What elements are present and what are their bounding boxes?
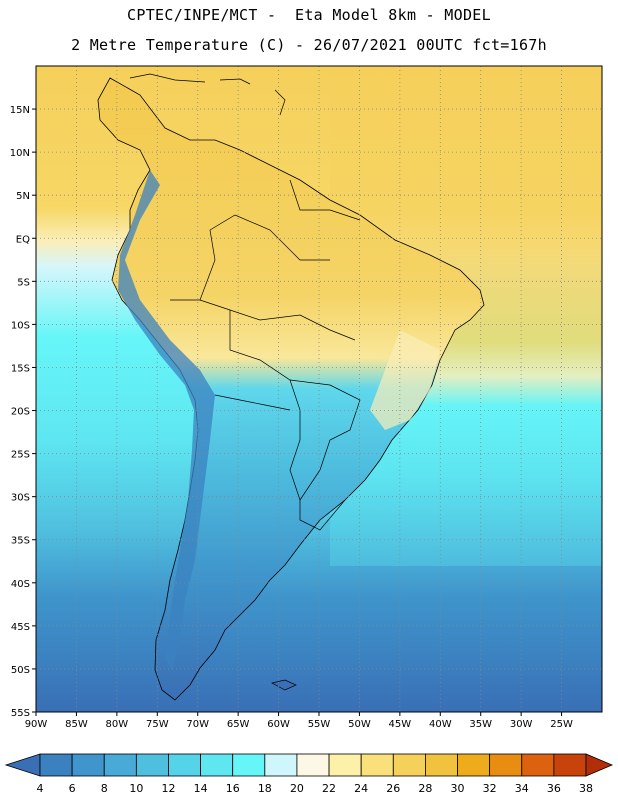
colorbar-label: 16 [226,782,240,795]
lat-tick-label: 15S [11,363,30,374]
colorbar-bin [39,753,73,777]
colorbar-bin [425,753,458,777]
colorbar-bin [392,753,426,777]
colorbar-label: 18 [258,782,272,795]
caribbean-islands [129,73,286,116]
colorbar-label: 22 [322,782,336,795]
colorbar-min-arrow [4,753,41,777]
colorbar-bin [71,753,105,777]
colorbar-label: 32 [483,782,497,795]
lat-tick-label: 35S [11,536,30,547]
colorbar-bin [489,753,523,777]
lat-tick-label: 45S [11,622,30,633]
colorbar: 4 6 8 10 12 14 16 18 20 22 24 26 28 30 32 34 36 38 [4,753,614,795]
colorbar-bin [296,753,330,777]
lat-tick-label: 15N [10,105,30,116]
lon-tick-label: 50W [348,719,371,730]
lat-tick-label: 5S [17,277,30,288]
lon-tick-label: 35W [469,719,492,730]
colorbar-label: 28 [418,782,432,795]
colorbar-bin [264,753,298,777]
lon-tick-label: 75W [146,719,169,730]
longitude-axis: 90W 85W 80W 75W 70W 65W 60W 55W 50W 45W 40W 35W 30W 2… [25,712,573,730]
colorbar-label: 26 [386,782,400,795]
colorbar-bin [553,753,587,777]
lat-tick-label: 20S [11,407,30,418]
lon-tick-label: 55W [308,719,331,730]
lat-tick-label: 5N [16,191,30,202]
lat-tick-label: 40S [11,579,30,590]
lon-tick-label: 45W [389,719,412,730]
lat-tick-label: 10S [11,320,30,331]
lon-tick-label: 90W [25,719,48,730]
colorbar-max-arrow [585,753,614,777]
colorbar-label: 8 [101,782,108,795]
lat-tick-label: 30S [11,493,30,504]
lat-tick-label: 10N [10,148,30,159]
lon-tick-label: 80W [106,719,129,730]
colorbar-label: 38 [579,782,593,795]
latitude-axis: 15N 10N 5N EQ 5S 10S 15S 20S 25S 30S 35S 40S 45S 50S 5… [10,105,36,719]
chart-title-line2: 2 Metre Temperature (C) - 26/07/2021 00U… [71,36,547,54]
country-borders [170,179,361,531]
lon-tick-label: 30W [510,719,533,730]
colorbar-label: 30 [451,782,465,795]
lon-tick-label: 25W [550,719,573,730]
colorbar-label: 10 [129,782,143,795]
andes-cold-band [118,170,215,670]
colorbar-bin [457,753,491,777]
chart-title-line1: CPTEC/INPE/MCT - Eta Model 8km - MODEL [127,6,491,24]
colorbar-bin [103,753,137,777]
lon-tick-label: 60W [267,719,290,730]
highlands-cool-patch [370,330,440,430]
falkland-islands [271,679,297,691]
colorbar-label: 4 [37,782,44,795]
colorbar-label: 20 [290,782,304,795]
lat-tick-label: 50S [11,665,30,676]
colorbar-label: 24 [354,782,368,795]
colorbar-bin [200,753,234,777]
colorbar-label: 36 [547,782,561,795]
colorbar-bin [521,753,555,777]
colorbar-bin [360,753,394,777]
lat-tick-label: EQ [16,234,30,245]
lon-tick-label: 70W [186,719,209,730]
lon-tick-label: 40W [429,719,452,730]
lat-tick-label: 55S [11,708,30,719]
lon-tick-label: 85W [65,719,88,730]
colorbar-bin [328,753,362,777]
colorbar-label: 12 [161,782,175,795]
colorbar-label: 6 [69,782,76,795]
lat-tick-label: 25S [11,450,30,461]
colorbar-label: 14 [194,782,208,795]
colorbar-bin [135,753,169,777]
colorbar-bin [168,753,201,777]
lon-tick-label: 65W [227,719,250,730]
colorbar-bin [232,753,266,777]
colorbar-label: 34 [515,782,529,795]
